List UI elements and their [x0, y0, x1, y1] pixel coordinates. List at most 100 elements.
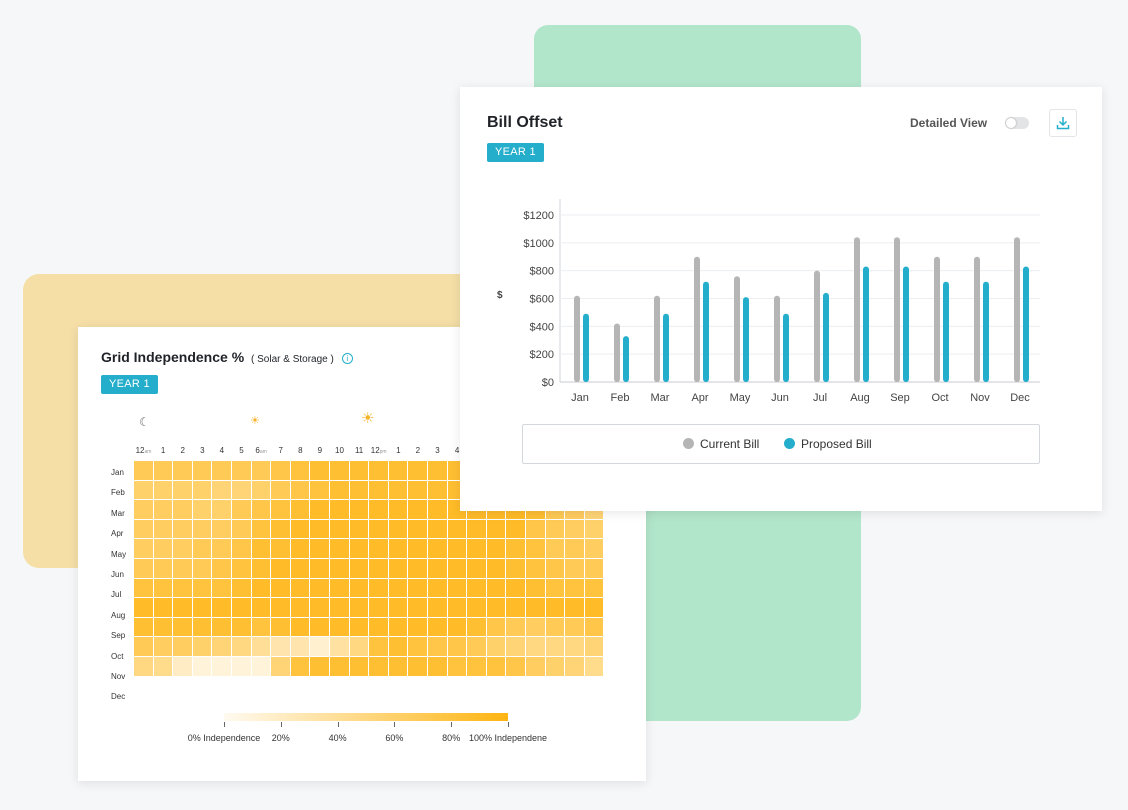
heatmap-cell [506, 539, 525, 558]
heatmap-cell [428, 559, 447, 578]
x-tick-label: Aug [850, 392, 870, 404]
detailed-view-toggle[interactable] [1005, 117, 1029, 129]
heatmap-cell [408, 500, 427, 519]
download-button[interactable] [1049, 109, 1077, 137]
x-tick-label: Apr [691, 392, 708, 404]
heatmap-cell [369, 637, 388, 656]
proposed-bill-bar [983, 281, 989, 382]
heatmap-cell [251, 617, 271, 637]
heatmap-cell [369, 519, 388, 539]
heatmap-cell [408, 519, 427, 539]
heatmap-cell [447, 657, 467, 676]
heatmap-cell [388, 657, 408, 676]
heatmap-cell [310, 500, 329, 519]
bill-offset-card: Bill Offset YEAR 1 Detailed View $ $0 $20… [460, 87, 1102, 511]
heatmap-cell [212, 500, 231, 519]
heatmap-cell [153, 598, 173, 617]
heatmap-cell [330, 559, 349, 578]
heatmap-cell [173, 500, 192, 519]
x-tick-label: Jul [813, 392, 827, 404]
heatmap-cell [330, 480, 349, 500]
heatmap-cell [232, 461, 251, 480]
month-label: Dec [111, 692, 126, 702]
heatmap-cell [506, 519, 525, 539]
bill-offset-chart: $0 $200 $400 $600 $800 $1000 $1200 Jan Feb Mar Apr… [523, 199, 1040, 404]
heatmap-cell [565, 539, 584, 558]
heatmap-cell [153, 657, 173, 676]
heatmap-cell [565, 559, 584, 578]
heatmap-cell [467, 657, 486, 676]
heatmap-cell [584, 598, 604, 617]
proposed-bill-bar [783, 313, 789, 382]
heatmap-cell [290, 578, 310, 598]
heatmap-cell [369, 461, 388, 480]
month-label: Jan [111, 468, 124, 477]
current-bill-bar [734, 276, 740, 382]
info-icon[interactable]: i [341, 352, 353, 364]
heatmap-cell [506, 657, 525, 676]
hour-label: 2 [180, 446, 185, 455]
heatmap-cell [212, 617, 231, 637]
heatmap-cell [153, 461, 173, 480]
heatmap-cell [369, 578, 388, 598]
month-label: Feb [111, 488, 125, 498]
heatmap-cell [526, 559, 545, 578]
current-bill-bar [974, 256, 980, 382]
x-tick-label: May [730, 392, 751, 404]
heatmap-cell [232, 637, 251, 656]
heatmap-cell [232, 559, 251, 578]
proposed-bill-bar [583, 313, 589, 382]
heatmap-cell [310, 539, 329, 558]
heatmap-cell [251, 598, 271, 617]
heatmap-cell [310, 480, 329, 500]
heatmap-cell [369, 500, 388, 519]
hour-label: 2 [415, 446, 421, 455]
heatmap-cell [330, 657, 349, 676]
legend-current-bill[interactable]: Current Bill [683, 437, 759, 451]
y-tick-label: $0 [542, 377, 554, 389]
heatmap-cell [232, 617, 251, 637]
heatmap-cell [369, 657, 388, 676]
current-bill-bar [934, 256, 940, 382]
heatmap-cell [134, 657, 153, 676]
heatmap-cell [584, 559, 604, 578]
heatmap-cell [212, 519, 231, 539]
current-bill-bar [774, 295, 780, 382]
heatmap-cell [251, 559, 271, 578]
legend-proposed-bill[interactable]: Proposed Bill [784, 437, 872, 451]
year-badge[interactable]: YEAR 1 [487, 143, 544, 162]
heatmap-cell [173, 637, 192, 656]
heatmap-cell [408, 539, 427, 558]
heatmap-cell [212, 480, 231, 500]
heatmap-cell [173, 519, 192, 539]
heatmap-cell [565, 598, 584, 617]
heatmap-cell [192, 559, 212, 578]
heatmap-cell [271, 598, 290, 617]
heatmap-cell [271, 578, 290, 598]
y-tick-label: $200 [530, 349, 554, 361]
hour-label: 1 [160, 446, 166, 455]
hour-label: 12pm [370, 446, 387, 455]
heatmap-cell [173, 617, 192, 637]
heatmap-cell [310, 559, 329, 578]
heatmap-cell [545, 519, 565, 539]
heatmap-cell [330, 637, 349, 656]
heatmap-cell [290, 559, 310, 578]
month-label: Jun [111, 570, 124, 579]
heatmap-cell [173, 559, 192, 578]
heatmap-cell [584, 539, 604, 558]
month-label: Oct [111, 651, 124, 661]
heatmap-cell [467, 519, 486, 539]
heatmap-cell [310, 617, 329, 637]
heatmap-cell [134, 559, 153, 578]
hour-label: 3 [200, 446, 205, 455]
heatmap-cell [565, 617, 584, 637]
month-label: Mar [111, 508, 125, 518]
heatmap-cell [251, 519, 271, 539]
heatmap-cell [271, 480, 290, 500]
year-badge[interactable]: YEAR 1 [101, 375, 158, 394]
heatmap-cell [173, 461, 192, 480]
heatmap-cell [349, 617, 369, 637]
grid-card-title-text: Grid Independence % [101, 349, 245, 365]
heatmap-cell [526, 539, 545, 558]
